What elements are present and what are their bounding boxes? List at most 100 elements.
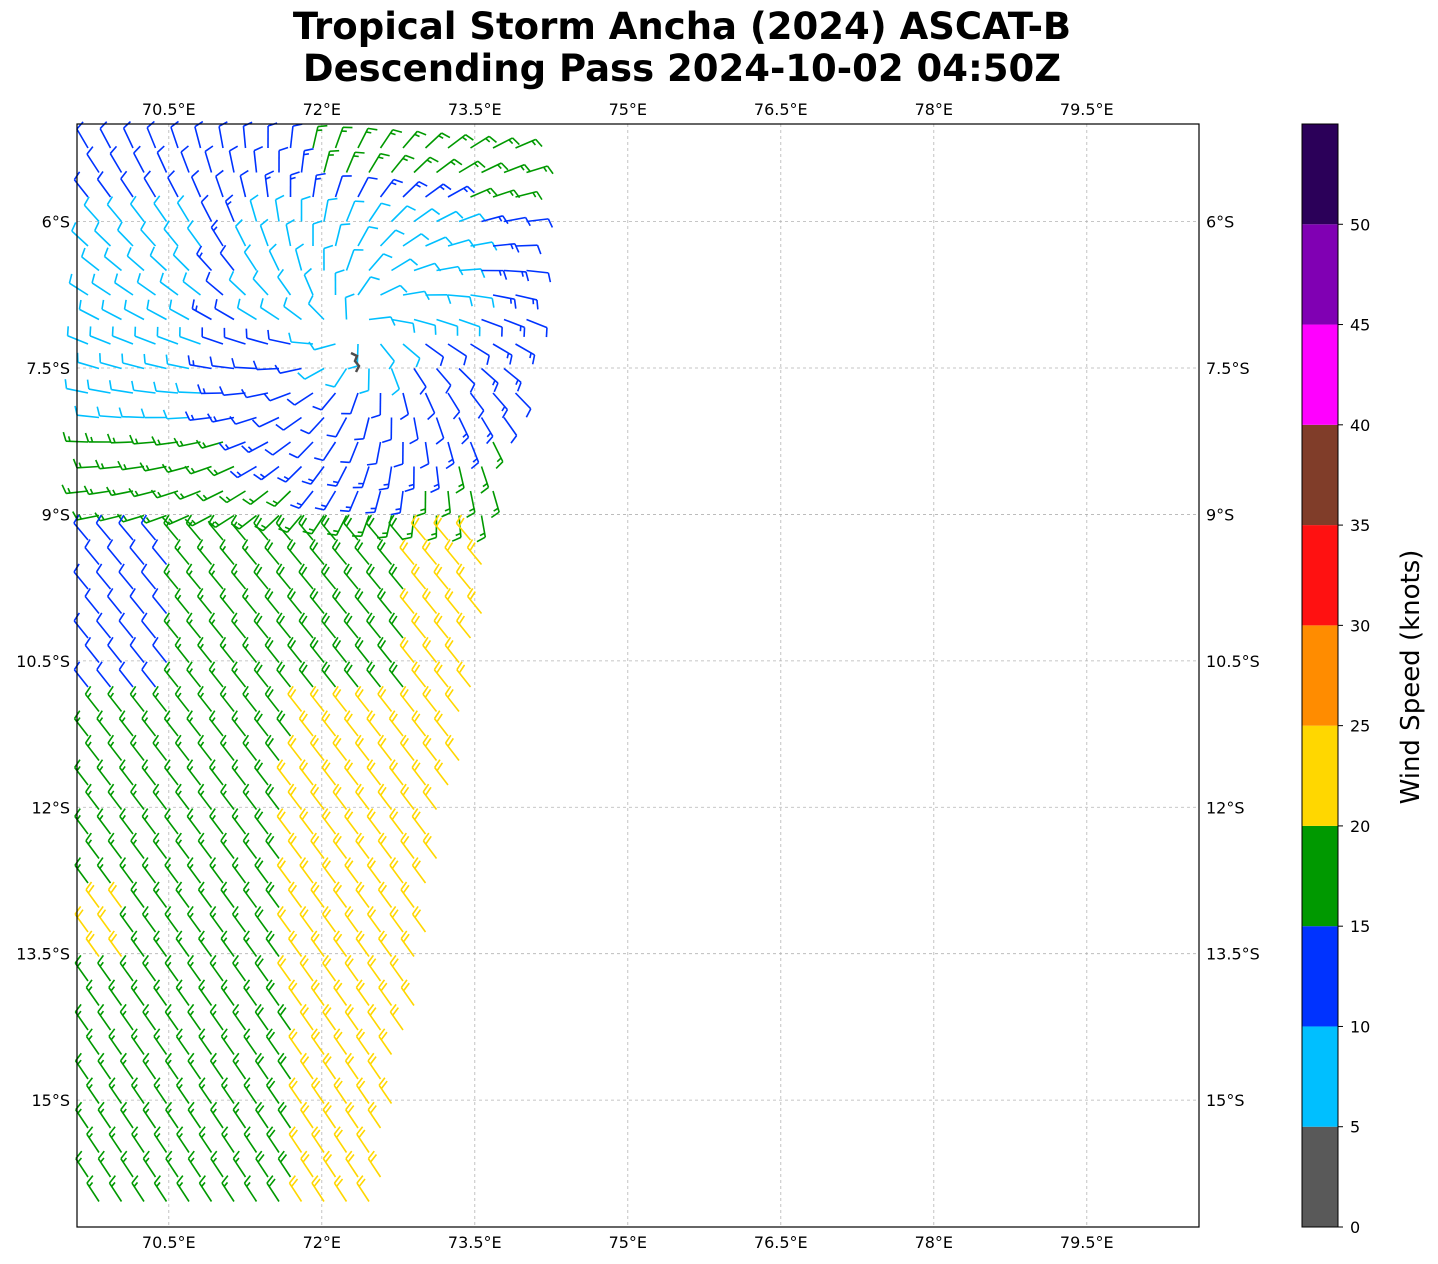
wind-barb (503, 269, 530, 282)
wind-barb (118, 514, 134, 541)
wind-barb (210, 219, 224, 247)
wind-barb (103, 247, 123, 272)
wind-barb (447, 134, 474, 149)
wind-barb (84, 587, 100, 615)
wind-barb (455, 466, 465, 494)
wind-barb (219, 685, 235, 712)
wind-barb (287, 881, 303, 908)
wind-barb (492, 392, 509, 419)
wind-barb (425, 294, 452, 305)
wind-barb (186, 808, 202, 835)
wind-barb (84, 432, 111, 443)
wind-barb (91, 273, 111, 296)
wind-barb (164, 857, 179, 884)
wind-barb (458, 160, 486, 174)
wind-barb (68, 273, 89, 296)
wind-barb (456, 612, 472, 639)
wind-barb (470, 135, 497, 149)
wind-barb (141, 661, 157, 688)
wind-barb (168, 299, 190, 321)
wind-barb (231, 759, 247, 786)
wind-barb (220, 1028, 235, 1055)
wind-barb (186, 759, 202, 786)
wind-barb (96, 171, 112, 198)
wind-barb (333, 1077, 348, 1104)
wind-barb (447, 239, 476, 249)
wind-barb (312, 124, 328, 149)
wind-barb (312, 172, 326, 198)
wind-barb (355, 1028, 370, 1055)
wind-barb (340, 441, 359, 464)
wind-barb (310, 832, 325, 859)
lon-label-top: 76.5°E (754, 100, 808, 119)
wind-barb (444, 734, 460, 761)
wind-barb (458, 318, 481, 337)
wind-barb (276, 906, 292, 933)
wind-barb (221, 1126, 235, 1153)
wind-barb (265, 783, 280, 810)
wind-barb (186, 710, 202, 737)
wind-barb (265, 490, 292, 508)
wind-barb (62, 431, 89, 443)
wind-barb (96, 612, 112, 639)
wind-barb (108, 1175, 123, 1202)
wind-barb (344, 1052, 359, 1080)
wind-barb (277, 465, 303, 483)
wind-barb (209, 906, 224, 933)
wind-barb (107, 636, 123, 663)
wind-barb (243, 1028, 258, 1055)
wind-barb (413, 208, 441, 223)
wind-barb (277, 1052, 292, 1080)
wind-barb (174, 636, 190, 663)
wind-barb (310, 881, 325, 908)
wind-barb (228, 145, 239, 173)
wind-barb (352, 515, 370, 538)
wind-barb (191, 299, 212, 321)
wind-barb (108, 1077, 123, 1104)
wind-barb (185, 514, 202, 541)
wind-barb (344, 906, 359, 933)
wind-barb (308, 341, 336, 351)
wind-barb (152, 881, 168, 908)
wind-barb (198, 979, 213, 1006)
wind-barb (231, 661, 247, 688)
wind-barb (354, 636, 370, 663)
wind-barb (366, 857, 382, 884)
wind-barb (526, 318, 548, 338)
wind-barb (242, 490, 269, 506)
colorbar-bin (1302, 1026, 1338, 1127)
wind-barb (232, 1101, 247, 1129)
wind-barb (264, 587, 280, 615)
wind-barb (153, 1077, 168, 1104)
colorbar-bin (1302, 825, 1338, 927)
wind-barb (300, 148, 314, 173)
wind-barb (286, 539, 303, 566)
wind-barb (219, 734, 235, 761)
wind-barb (140, 220, 157, 247)
wind-barb (503, 417, 518, 444)
wind-barb (310, 783, 325, 810)
wind-barb (268, 243, 280, 271)
wind-barb (85, 832, 100, 859)
wind-barb (108, 1126, 123, 1153)
wind-barb (142, 1150, 157, 1178)
wind-barb (209, 857, 224, 884)
wind-barb (220, 832, 235, 859)
wind-barb (345, 1101, 359, 1129)
wind-barb (174, 587, 190, 615)
wind-barb (300, 1150, 314, 1178)
wind-barb (109, 145, 123, 173)
wind-barb (95, 459, 122, 470)
wind-barb (159, 272, 179, 296)
wind-barb (526, 165, 554, 175)
lon-label-bottom: 70.5°E (142, 1233, 196, 1252)
wind-barb (492, 294, 517, 309)
wind-barb (186, 612, 202, 639)
wind-barb (267, 329, 291, 345)
wind-barb (276, 710, 292, 737)
wind-barb (186, 906, 202, 933)
wind-barb (288, 1175, 303, 1202)
wind-barb (194, 120, 204, 149)
wind-barb (299, 954, 314, 982)
wind-barb (287, 734, 303, 761)
